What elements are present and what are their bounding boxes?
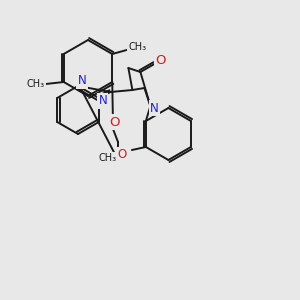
Text: O: O xyxy=(155,53,166,67)
Text: O: O xyxy=(110,116,120,128)
Text: N: N xyxy=(98,94,107,107)
Text: N: N xyxy=(78,74,86,88)
Text: N: N xyxy=(150,101,159,115)
Text: O: O xyxy=(117,148,127,161)
Text: CH₃: CH₃ xyxy=(99,153,117,163)
Text: CH₃: CH₃ xyxy=(128,42,146,52)
Text: CH₃: CH₃ xyxy=(27,79,45,89)
